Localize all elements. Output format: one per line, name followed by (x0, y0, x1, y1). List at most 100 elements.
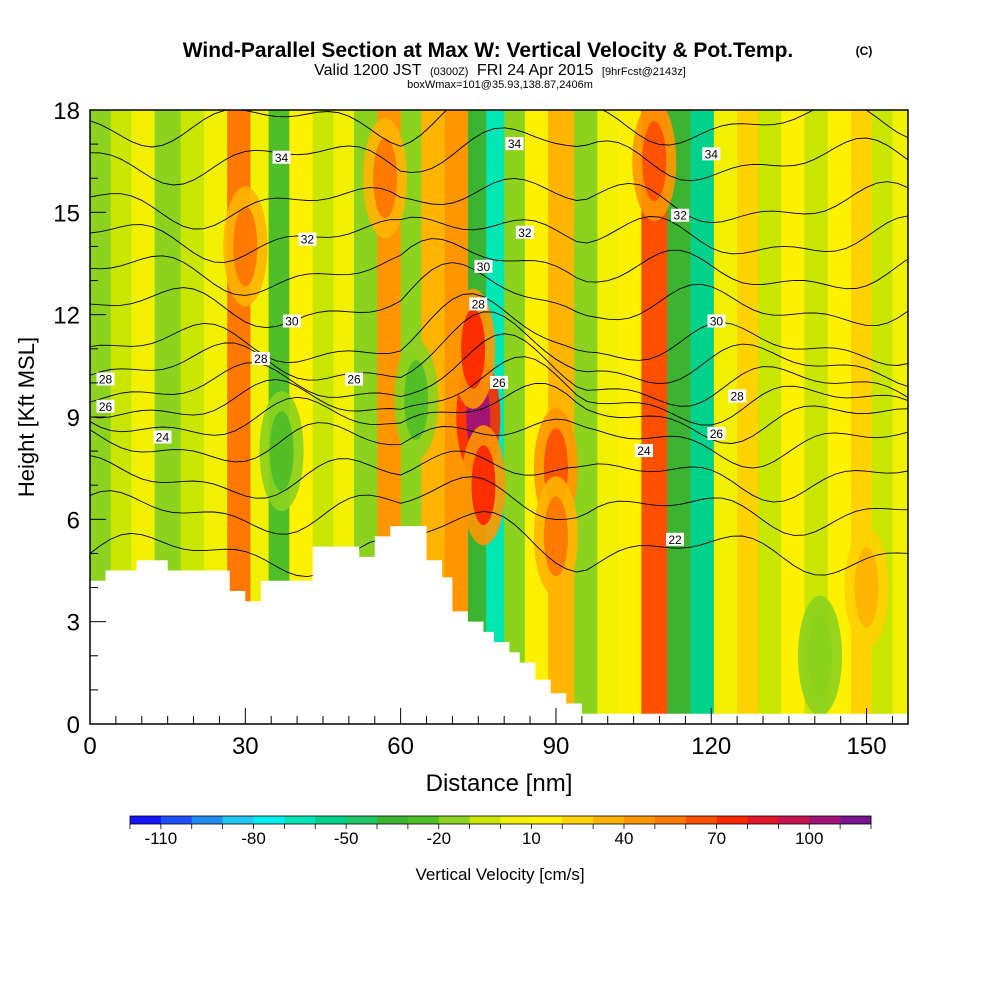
contour-label: 28 (96, 372, 115, 386)
box-note: boxWmax=101@35.93,138.87,2406m (407, 79, 593, 91)
pot-temp-contour (90, 177, 908, 230)
colorbar-swatch (809, 816, 841, 824)
colorbar-swatch (130, 816, 162, 824)
contour-label-bg (153, 430, 172, 444)
contour-label: 30 (707, 314, 726, 328)
velocity-column (892, 110, 908, 724)
velocity-column (504, 110, 526, 724)
x-tick-label: 90 (543, 733, 570, 760)
pot-temp-contour (90, 418, 908, 469)
contour-label-text: 30 (285, 314, 299, 328)
colorbar-swatch (191, 816, 223, 824)
contour-label: 22 (666, 532, 685, 547)
colorbar-tick-label: 70 (707, 829, 726, 848)
chart-title-mark: (C) (856, 44, 873, 58)
terrain (90, 526, 908, 724)
contour-label-text: 26 (99, 400, 113, 414)
velocity-column (757, 110, 782, 724)
contour-label-text: 26 (492, 376, 506, 390)
y-tick-label: 12 (53, 303, 80, 330)
contour-label-text: 28 (254, 352, 268, 366)
contour-label-bg (505, 137, 524, 151)
contour-label-bg (490, 375, 508, 389)
contour-label-text: 28 (99, 372, 113, 386)
contour-label: 32 (515, 225, 534, 240)
contour-label-text: 30 (710, 314, 724, 328)
x-axis-label: Distance [nm] (426, 770, 573, 797)
contour-label-bg (515, 225, 534, 239)
colorbar-tick-label: -50 (334, 829, 359, 848)
contour-label-bg (272, 150, 291, 164)
colorbar-swatch (562, 816, 594, 824)
contour-label: 30 (474, 259, 493, 274)
pot-temp-contour (90, 293, 908, 366)
contour-label: 32 (671, 208, 690, 223)
colorbar-swatch (778, 816, 810, 824)
contour-label-text: 28 (472, 297, 486, 311)
colorbar-tick-label: -80 (241, 829, 266, 848)
colorbar-tick-label: 10 (522, 829, 541, 848)
contour-label-text: 22 (668, 533, 682, 547)
colorbar-swatch (253, 816, 285, 824)
colorbar-swatch (716, 816, 748, 824)
contour-label-bg (702, 147, 721, 161)
contour-label-text: 34 (275, 151, 289, 165)
contour-label-bg (707, 427, 726, 441)
y-axis-label: Height [Kft MSL] (14, 337, 39, 497)
colorbar-swatch (377, 816, 409, 824)
contour-label-bg (298, 232, 317, 246)
colorbar-swatch (438, 816, 470, 824)
contour-label: 26 (707, 427, 726, 441)
subtitle-valid: Valid 1200 JST (314, 62, 422, 79)
velocity-column (804, 110, 829, 724)
contour-label-bg (96, 372, 115, 386)
contour-label-bg (707, 314, 726, 328)
velocity-column (737, 110, 759, 724)
contour-label-bg (345, 372, 364, 386)
contour-label: 34 (702, 147, 721, 161)
velocity-cell (233, 206, 258, 287)
contour-label-text: 30 (477, 260, 491, 274)
contour-label: 28 (728, 389, 747, 404)
contour-label-bg (474, 259, 493, 273)
velocity-cell (373, 138, 398, 219)
contour-label-bg (96, 399, 115, 413)
colorbar-swatch (654, 816, 687, 824)
colorbar-swatch (315, 816, 347, 824)
contour-label: 26 (490, 375, 508, 390)
y-tick-label: 0 (67, 712, 80, 739)
y-tick-label: 6 (67, 507, 80, 534)
contour-label-text: 26 (710, 427, 724, 441)
velocity-column (597, 110, 619, 724)
x-tick-label: 120 (691, 733, 731, 760)
contour-label-text: 26 (347, 372, 361, 386)
velocity-cell (461, 308, 486, 389)
pot-temp-contour (90, 262, 908, 329)
contour-label: 30 (282, 314, 301, 328)
velocity-cell (807, 615, 832, 696)
contour-label: 28 (251, 352, 270, 366)
x-tick-label: 150 (847, 733, 887, 760)
colorbar-tick-label: 40 (615, 829, 634, 848)
colorbar-swatch (500, 816, 532, 824)
contour-label-text: 24 (637, 444, 651, 458)
y-tick-label: 15 (53, 200, 80, 227)
velocity-cells (223, 110, 889, 716)
contour-label-text: 24 (156, 430, 170, 444)
velocity-column (574, 110, 598, 724)
pot-temp-contour (90, 127, 908, 186)
velocity-cell (543, 496, 568, 577)
contour-label-text: 34 (705, 147, 719, 161)
contour-label-bg (469, 297, 488, 311)
contour-label-bg (282, 314, 301, 328)
colorbar-swatch (407, 816, 440, 824)
y-tick-label: 9 (67, 405, 80, 432)
colorbar-swatch (284, 816, 316, 824)
contour-label: 24 (153, 430, 172, 444)
pot-temp-contour (90, 215, 908, 263)
pot-temp-contour (90, 476, 908, 536)
y-axis: 0 3 6 9 12 15 18 (53, 98, 106, 739)
contour-label: 24 (634, 444, 653, 458)
subtitle-forecast: [9hrFcst@2143z] (602, 66, 686, 78)
